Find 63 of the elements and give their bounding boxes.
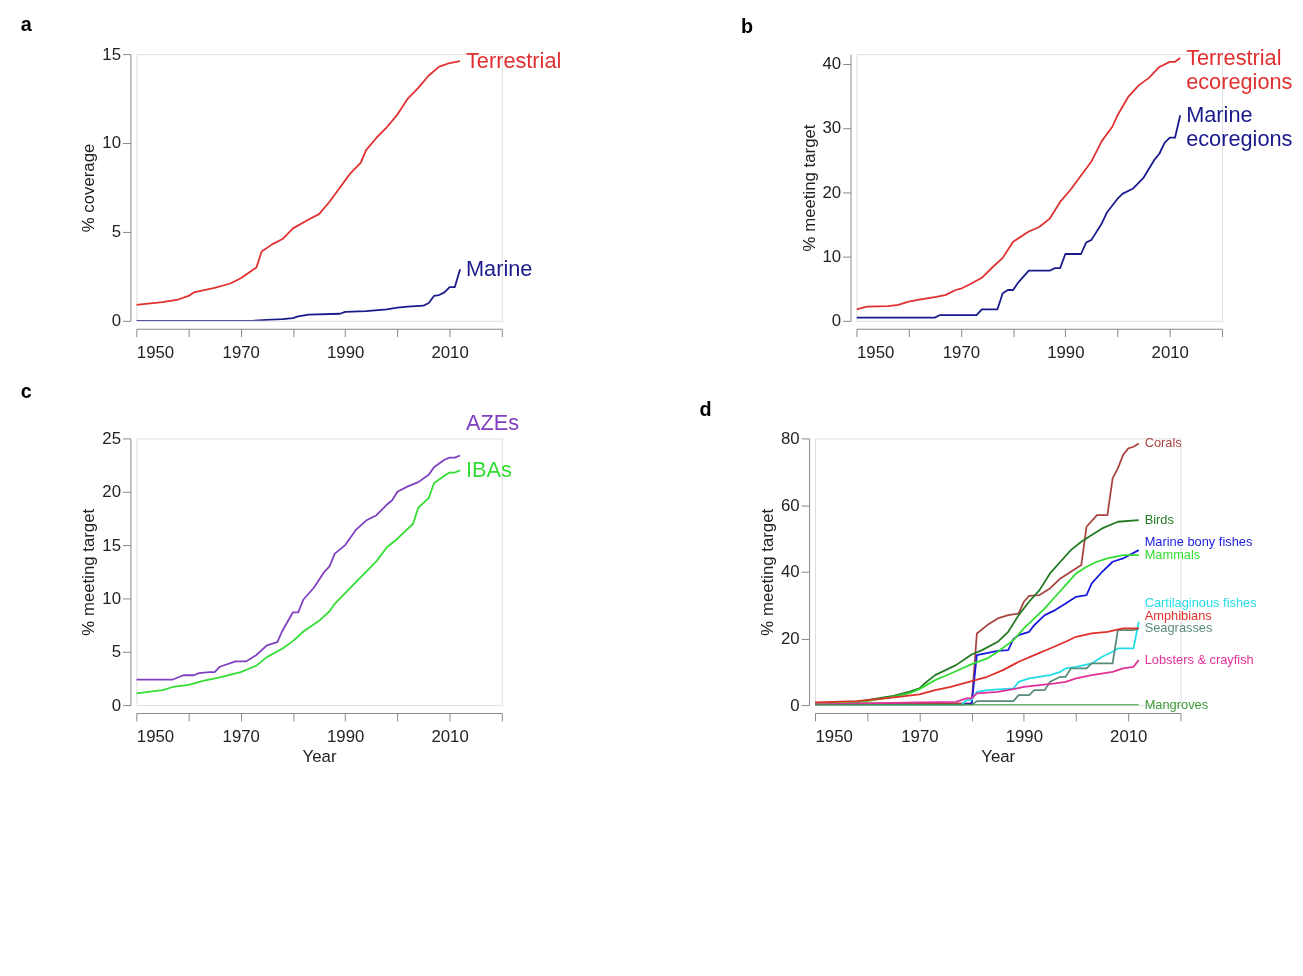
- series-label: Terrestrial: [465, 48, 562, 74]
- y-tick-label: 60: [781, 495, 800, 515]
- y-tick-label: 25: [102, 428, 122, 448]
- x-axis-title: Year: [981, 746, 1016, 766]
- x-tick-label: 1950: [815, 727, 853, 747]
- y-tick-label: 20: [822, 182, 842, 202]
- chart-title: c: [20, 379, 32, 402]
- y-tick-label: 15: [102, 44, 122, 64]
- series-label: Marine: [465, 256, 533, 282]
- y-tick-label: 5: [111, 642, 122, 662]
- y-axis-title: % meeting target: [79, 508, 99, 636]
- x-tick-label: 1990: [327, 727, 365, 747]
- y-tick-label: 80: [781, 428, 800, 448]
- series-label: Cartilaginous fishes: [1144, 594, 1257, 610]
- line-series: [136, 60, 461, 306]
- x-axis-title: Year: [302, 746, 337, 766]
- y-tick-label: 20: [102, 482, 122, 502]
- chart-title: b: [740, 15, 754, 38]
- y-axis-title: % meeting target: [758, 508, 778, 636]
- x-tick-label: 2010: [431, 727, 469, 747]
- x-tick-label: 1950: [856, 342, 895, 362]
- series-label: Mammals: [1144, 547, 1201, 563]
- x-tick-label: 1970: [942, 342, 981, 362]
- series-label: Seagrasses: [1144, 620, 1213, 636]
- y-tick-label: 10: [102, 133, 122, 153]
- y-tick-label: 20: [781, 628, 800, 648]
- y-axis-title: % meeting target: [799, 124, 819, 252]
- y-tick-label: 40: [822, 54, 842, 74]
- y-tick-label: 0: [831, 311, 842, 331]
- x-tick-label: 1970: [222, 727, 260, 747]
- chart-title: a: [20, 13, 33, 36]
- chart-title: d: [699, 397, 712, 420]
- x-tick-label: 1950: [136, 727, 175, 747]
- y-tick-label: 40: [781, 562, 800, 582]
- series-label: Corals: [1144, 435, 1182, 451]
- y-tick-label: 5: [111, 222, 122, 242]
- y-tick-label: 0: [111, 695, 122, 715]
- y-axis-title: % coverage: [79, 143, 99, 233]
- x-tick-label: 2010: [1110, 727, 1148, 747]
- series-label: Marine ecoregions: [1186, 102, 1293, 151]
- series-label: AZEs: [465, 409, 520, 435]
- y-tick-label: 10: [102, 588, 122, 608]
- series-label: Mangroves: [1144, 697, 1209, 713]
- x-tick-label: 1970: [222, 342, 260, 362]
- x-tick-label: 1950: [136, 342, 175, 362]
- x-tick-label: 2010: [1151, 342, 1189, 362]
- y-tick-label: 0: [790, 695, 800, 715]
- y-tick-label: 0: [111, 311, 122, 331]
- x-tick-label: 1970: [901, 727, 939, 747]
- series-label: IBAs: [465, 457, 512, 483]
- series-label: Terrestrial ecoregions: [1186, 44, 1293, 94]
- line-series: [856, 114, 1182, 319]
- line-series: [856, 57, 1182, 311]
- x-tick-label: 2010: [431, 342, 469, 362]
- y-tick-label: 15: [102, 535, 122, 555]
- x-tick-label: 1990: [1005, 727, 1044, 747]
- series-label: Lobsters & crayfish: [1144, 652, 1254, 668]
- series-label: Marine bony fishes: [1144, 534, 1253, 550]
- series-label: Birds: [1144, 512, 1174, 528]
- x-tick-label: 1990: [327, 342, 365, 362]
- y-tick-label: 10: [822, 247, 842, 267]
- y-tick-label: 30: [822, 118, 842, 138]
- x-tick-label: 1990: [1047, 342, 1085, 362]
